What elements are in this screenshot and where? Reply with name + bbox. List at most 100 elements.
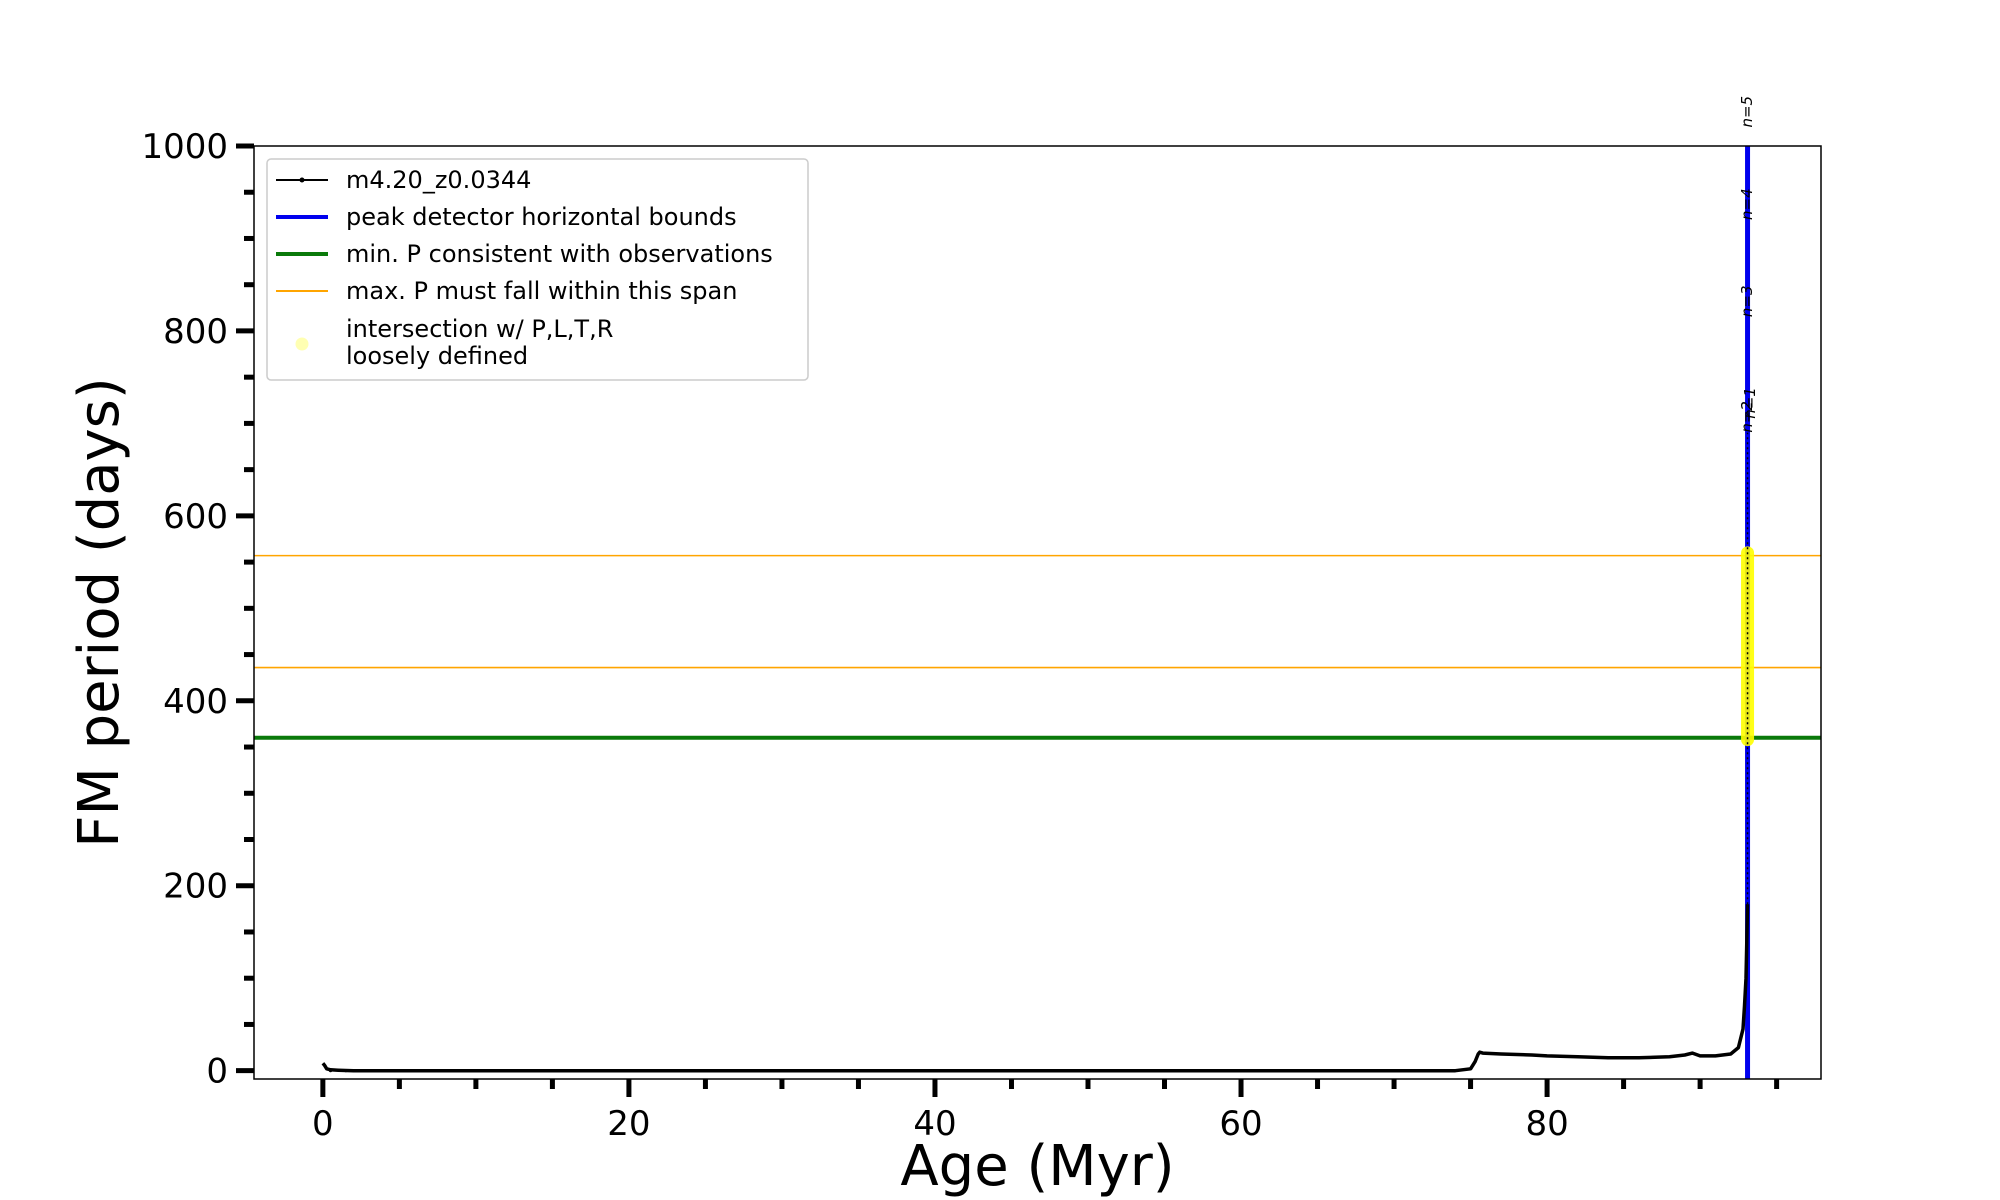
track-marker [1185,1069,1190,1073]
track-marker [1017,1069,1021,1073]
track-marker [696,1069,700,1073]
track-marker [589,1069,593,1073]
track-marker [742,1069,746,1073]
track-marker [497,1069,501,1073]
track-marker [879,1069,884,1073]
track-marker [634,1069,639,1073]
y-tick-label-800: 800 [163,312,228,352]
track-marker [604,1069,608,1073]
plot-frame [253,145,1822,1080]
track-marker [1155,1069,1159,1073]
track-marker [1216,1069,1220,1073]
track-marker [451,1069,455,1073]
y-axis-label: FM period (days) [67,377,132,847]
legend-label-green: min. P consistent with observations [346,240,773,268]
y-tick-label-200: 200 [163,867,228,907]
track-marker [956,1069,960,1073]
track-marker [1369,1069,1373,1073]
x-axis-label: Age (Myr) [900,1134,1174,1199]
legend-label-blue: peak detector horizontal bounds [346,203,737,231]
track-marker [359,1069,363,1073]
y-tick-label-400: 400 [163,682,228,722]
track-marker [1415,1069,1419,1073]
track-marker [1292,1069,1297,1073]
track-marker [1430,1069,1434,1073]
track-marker [543,1069,547,1073]
track-marker [772,1069,776,1073]
y-tick-label-600: 600 [163,497,228,537]
track-marker [436,1069,440,1073]
track-marker [390,1069,394,1073]
track-marker [971,1069,975,1073]
n-label-1: n=1 [1741,387,1759,419]
track-marker [619,1069,623,1073]
n-label-4: n=4 [1738,188,1756,220]
track-marker [1078,1069,1082,1073]
track-marker [466,1069,470,1073]
legend-handle-yellow [295,337,309,351]
track-marker [986,1069,991,1073]
x-tick-label-40: 40 [913,1104,956,1144]
track-marker [941,1069,945,1073]
track-marker [787,1069,792,1073]
track-marker [1094,1069,1098,1073]
track-marker [650,1069,654,1073]
track-marker [818,1069,822,1073]
track-marker [1400,1069,1404,1073]
legend: m4.20_z0.0344 peak detector horizontal b… [266,158,809,381]
track-marker [1354,1069,1358,1073]
y-tick-label-1000: 1000 [141,127,228,167]
legend-handle-track-marker [299,177,305,183]
track-marker [374,1069,379,1073]
track-marker [1384,1069,1389,1073]
track-marker [1231,1069,1235,1073]
legend-box [266,158,809,381]
legend-label-yellow-line2: loosely defined [346,342,528,370]
x-tick-label-60: 60 [1219,1104,1262,1144]
x-tick-label-20: 20 [607,1104,650,1144]
track-marker [1139,1069,1144,1073]
track-marker [1002,1069,1006,1073]
axes-ticks: n=1n=2 n=3 n=4 n=5 0 200 400 600 800 1000 0 20 40 60 8… [141,96,1780,1144]
legend-label-yellow: intersection w/ P,L,T,R [346,315,613,343]
track-marker [895,1069,899,1073]
n-label-5: n=5 [1738,96,1756,128]
track-marker [420,1069,424,1073]
x-tick-label-80: 80 [1525,1104,1568,1144]
track-marker [1308,1069,1312,1073]
track-marker [1048,1069,1052,1073]
n-label-2: n=2 [1738,401,1756,433]
track-marker [1201,1069,1205,1073]
track-marker [1277,1069,1281,1073]
track-marker [925,1069,929,1073]
track-marker [757,1069,761,1073]
track-marker [1124,1069,1128,1073]
track-marker [1170,1069,1174,1073]
track-marker [1109,1069,1113,1073]
track-marker [1032,1069,1037,1073]
track-marker [833,1069,838,1073]
track-marker [344,1069,348,1073]
track-marker [1338,1069,1343,1073]
track-marker [711,1069,715,1073]
track-marker [481,1069,486,1073]
track-marker [527,1069,532,1073]
n-label-3: n=3 [1738,285,1756,317]
legend-label-track: m4.20_z0.0344 [346,166,531,194]
track-line [321,904,1750,1073]
track-marker [405,1069,409,1073]
track-marker [1247,1069,1251,1073]
track-marker [328,1069,333,1073]
track-marker [665,1069,669,1073]
track-marker [1262,1069,1266,1073]
x-tick-label-0: 0 [312,1104,334,1144]
y-tick-label-0: 0 [206,1052,228,1092]
track-marker [726,1069,730,1073]
track-marker [864,1069,868,1073]
legend-label-orange: max. P must fall within this span [346,277,737,305]
track-marker [803,1069,807,1073]
track-marker [680,1069,685,1073]
track-marker [1323,1069,1327,1073]
track-marker [558,1069,562,1073]
